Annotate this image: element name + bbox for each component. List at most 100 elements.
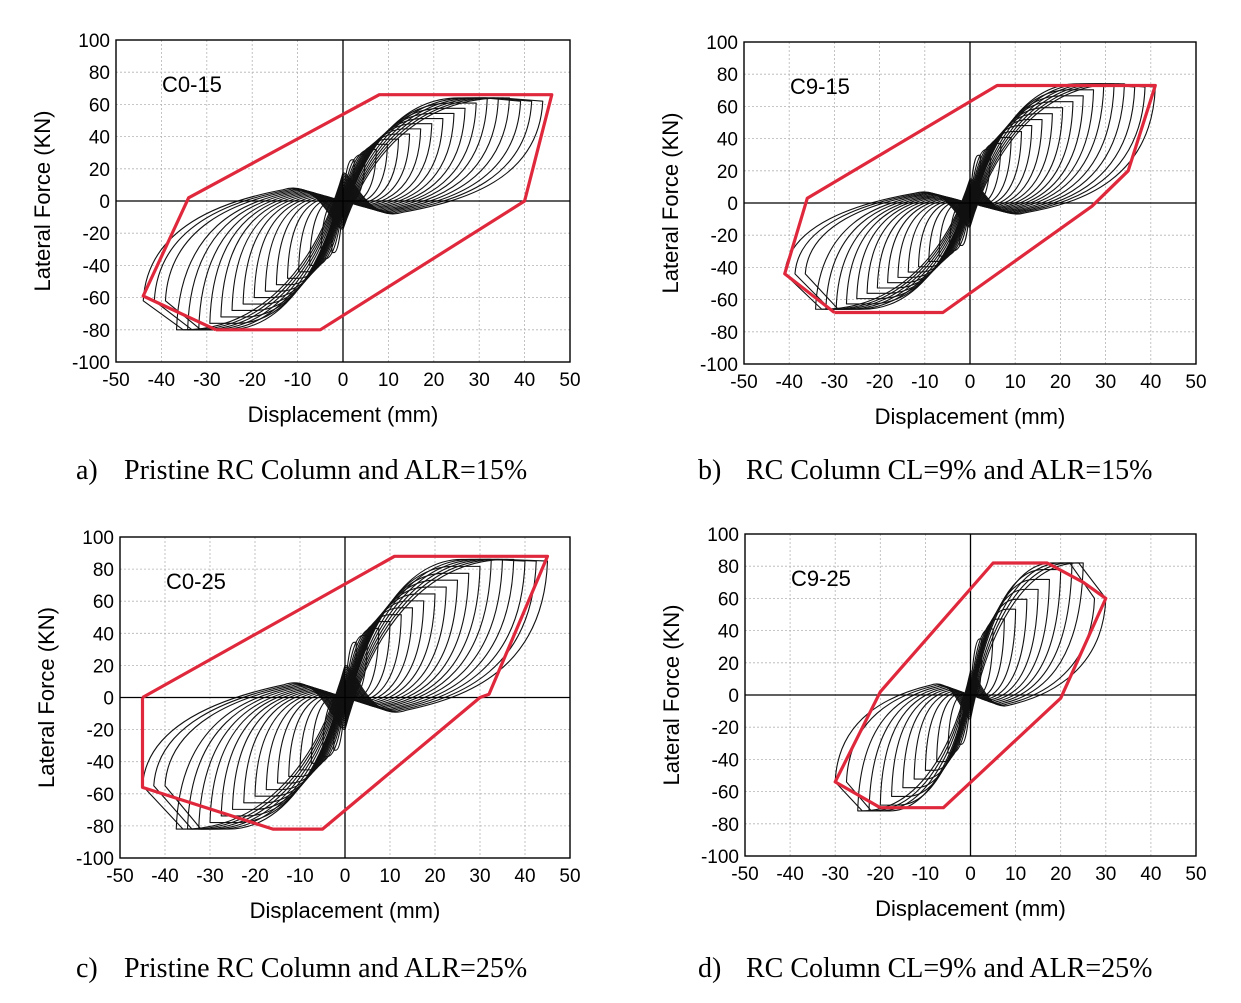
x-tick-labels: -50 -40 -30 -20 -10 0 10 20 30 40 50 (731, 864, 1206, 885)
x-tick-label: 50 (559, 370, 580, 391)
y-tick-label: 100 (78, 31, 110, 52)
y-tick-label: -40 (83, 256, 110, 277)
panel-label: C0-25 (166, 569, 226, 594)
x-axis-label: Displacement (mm) (875, 404, 1066, 429)
x-tick-labels: -50 -40 -30 -20 -10 0 10 20 30 40 50 (102, 370, 580, 391)
x-axis-label: Displacement (mm) (875, 896, 1066, 921)
envelope-line (141, 93, 554, 332)
x-tick-label: 20 (1050, 864, 1071, 885)
y-tick-label: 40 (717, 130, 738, 151)
y-tick-label: -20 (712, 718, 739, 739)
x-tick-label: -20 (867, 864, 894, 885)
y-tick-label: 20 (93, 656, 114, 677)
x-tick-label: -20 (238, 370, 265, 391)
y-tick-label: 80 (89, 63, 110, 84)
chart-panel-c: -50 -40 -30 -20 -10 0 10 20 30 40 50 -100 -80 -60 -40-… (0, 500, 610, 940)
plot-frame (119, 536, 571, 859)
y-tick-label: -20 (87, 721, 114, 742)
y-tick-label: 60 (717, 97, 738, 118)
panel-label: C9-25 (791, 566, 851, 591)
x-tick-label: 0 (338, 370, 349, 391)
y-tick-label: 40 (718, 622, 739, 643)
y-tick-label: -80 (83, 321, 110, 342)
caption-d: d) RC Column CL=9% and ALR=25% (698, 953, 1152, 985)
x-tick-label: -50 (106, 866, 133, 887)
y-tick-label: 60 (89, 95, 110, 116)
caption-c: c) Pristine RC Column and ALR=25% (76, 953, 527, 985)
x-tick-labels: -50 -40 -30 -20 -10 0 10 20 30 40 50 (106, 866, 580, 887)
x-tick-label: -40 (775, 372, 802, 393)
x-tick-label: 30 (1095, 372, 1116, 393)
x-tick-label: 50 (1185, 864, 1206, 885)
y-tick-label: 20 (718, 654, 739, 675)
y-tick-label: -60 (712, 783, 739, 804)
chart-svg: -50 -40 -30 -20 -10 0 10 20 30 40 50-100-80-60-40-… (30, 31, 581, 427)
x-tick-label: -30 (193, 370, 220, 391)
y-tick-labels: -100 -80 -60 -40 -20 0 20 40 60 80 100 (700, 33, 738, 376)
y-tick-label: -40 (87, 753, 114, 774)
x-tick-label: 20 (1050, 372, 1071, 393)
y-tick-label: 0 (103, 689, 114, 710)
y-tick-label: 40 (93, 624, 114, 645)
x-tick-label: 40 (1140, 372, 1161, 393)
plot-frame (744, 533, 1197, 857)
y-tick-label: -60 (83, 289, 110, 310)
x-tick-label: -10 (912, 864, 939, 885)
envelope-line (833, 561, 1108, 810)
y-tick-label: -80 (712, 815, 739, 836)
y-tick-labels: -100 -80 -60 -40 -20 0 20 40 60 80 100 (72, 31, 110, 374)
x-tick-label: -30 (196, 866, 223, 887)
y-tick-label: 0 (99, 192, 110, 213)
y-tick-label: -100 (700, 355, 738, 376)
x-tick-label: -40 (776, 864, 803, 885)
caption-letter: a) (76, 455, 98, 486)
y-tick-label: 60 (718, 589, 739, 610)
caption-text: Pristine RC Column and ALR=15% (124, 455, 528, 486)
x-tick-label: -10 (284, 370, 311, 391)
y-tick-label: 0 (728, 686, 739, 707)
chart-panel-b: -50 -40 -30 -20 -10 0 10 20 30 40 50 -100 -80 -60 -40-… (620, 0, 1241, 440)
x-tick-label: 0 (340, 866, 351, 887)
x-tick-labels: -50 -40 -30 -20 -10 0 10 20 30 40 50 (730, 372, 1206, 393)
caption-letter: b) (698, 455, 722, 486)
x-tick-label: -30 (821, 372, 848, 393)
y-axis-label: Lateral Force (KN) (34, 607, 59, 788)
y-tick-label: -80 (711, 323, 738, 344)
x-tick-label: 30 (469, 866, 490, 887)
y-tick-label: 100 (706, 33, 738, 54)
envelope-line (140, 554, 550, 831)
x-tick-label: 10 (1005, 864, 1026, 885)
y-axis-label: Lateral Force (KN) (659, 605, 684, 786)
plot-frame (115, 39, 571, 363)
x-tick-label: -40 (151, 866, 178, 887)
x-tick-label: -20 (241, 866, 268, 887)
x-tick-label: -40 (148, 370, 175, 391)
y-tick-label: 20 (717, 162, 738, 183)
x-tick-label: -50 (731, 864, 758, 885)
y-tick-label: 20 (89, 160, 110, 181)
x-tick-label: -50 (730, 372, 757, 393)
y-tick-label: 80 (717, 65, 738, 86)
y-tick-label: -20 (83, 224, 110, 245)
y-tick-label: -60 (87, 785, 114, 806)
y-tick-label: 80 (718, 557, 739, 578)
x-tick-label: -10 (911, 372, 938, 393)
x-tick-label: 30 (1095, 864, 1116, 885)
chart-svg: -50 -40 -30 -20 -10 0 10 20 30 40 50-100-80-60-40-… (659, 525, 1207, 921)
y-tick-label: -100 (701, 847, 739, 868)
y-tick-label: 80 (93, 560, 114, 581)
y-axis-label: Lateral Force (KN) (658, 113, 683, 294)
plot-frame (743, 41, 1197, 365)
chart-panel-d: -50 -40 -30 -20 -10 0 10 20 30 40 50 -100 -80 -60 -40-… (620, 500, 1241, 940)
panel-label: C9-15 (790, 74, 850, 99)
x-tick-label: -30 (821, 864, 848, 885)
x-tick-label: 0 (965, 372, 976, 393)
caption-letter: c) (76, 953, 98, 984)
x-tick-label: 50 (1185, 372, 1206, 393)
y-tick-label: -40 (712, 750, 739, 771)
caption-text: RC Column CL=9% and ALR=15% (746, 455, 1153, 486)
x-tick-label: -50 (102, 370, 129, 391)
x-tick-label: 20 (424, 866, 445, 887)
x-tick-label: 20 (423, 370, 444, 391)
y-axis-label: Lateral Force (KN) (30, 111, 55, 292)
